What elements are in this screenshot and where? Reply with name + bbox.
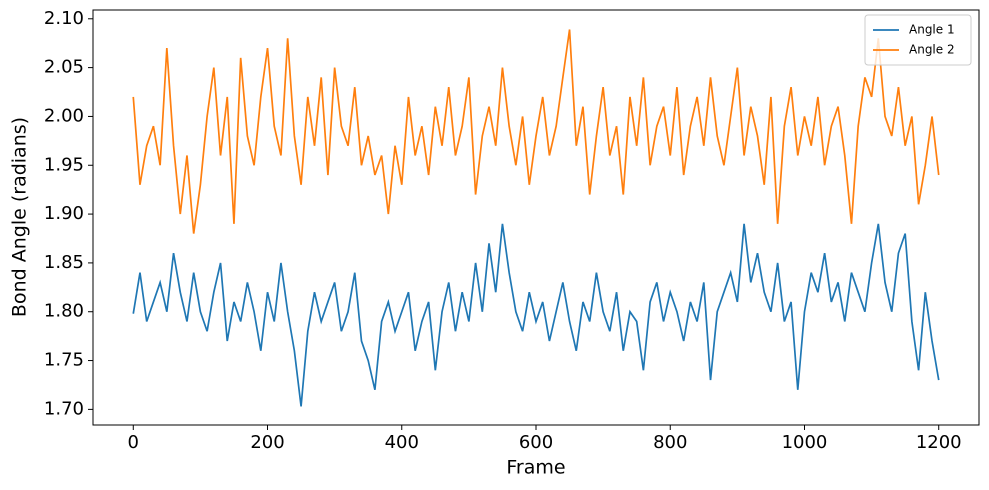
x-tick-label: 600: [519, 432, 553, 453]
series-line: [132, 29, 940, 234]
x-tick-label: 0: [128, 432, 139, 453]
x-tick-label: 800: [653, 432, 687, 453]
x-tick-label: 200: [250, 432, 284, 453]
x-tick-label: 1000: [782, 432, 828, 453]
y-tick-label: 2.05: [44, 57, 84, 78]
series-line: [132, 223, 940, 407]
y-tick-label: 1.80: [44, 301, 84, 322]
x-tick-label: 1200: [916, 432, 962, 453]
legend-box: [864, 14, 972, 66]
x-axis-label: Frame: [506, 457, 565, 479]
plot-frame: [92, 9, 980, 426]
y-tick-label: 1.95: [44, 154, 84, 175]
y-tick-label: 1.90: [44, 203, 84, 224]
y-axis-label: Bond Angle (radians): [9, 117, 31, 317]
y-tick-label: 1.85: [44, 252, 84, 273]
y-tick-label: 1.75: [44, 350, 84, 371]
y-tick-label: 1.70: [44, 398, 84, 419]
x-tick-label: 400: [385, 432, 419, 453]
y-tick-label: 2.10: [44, 8, 84, 29]
legend-label: Angle 2: [909, 43, 955, 57]
legend-label: Angle 1: [909, 23, 955, 37]
y-tick-label: 2.00: [44, 105, 84, 126]
